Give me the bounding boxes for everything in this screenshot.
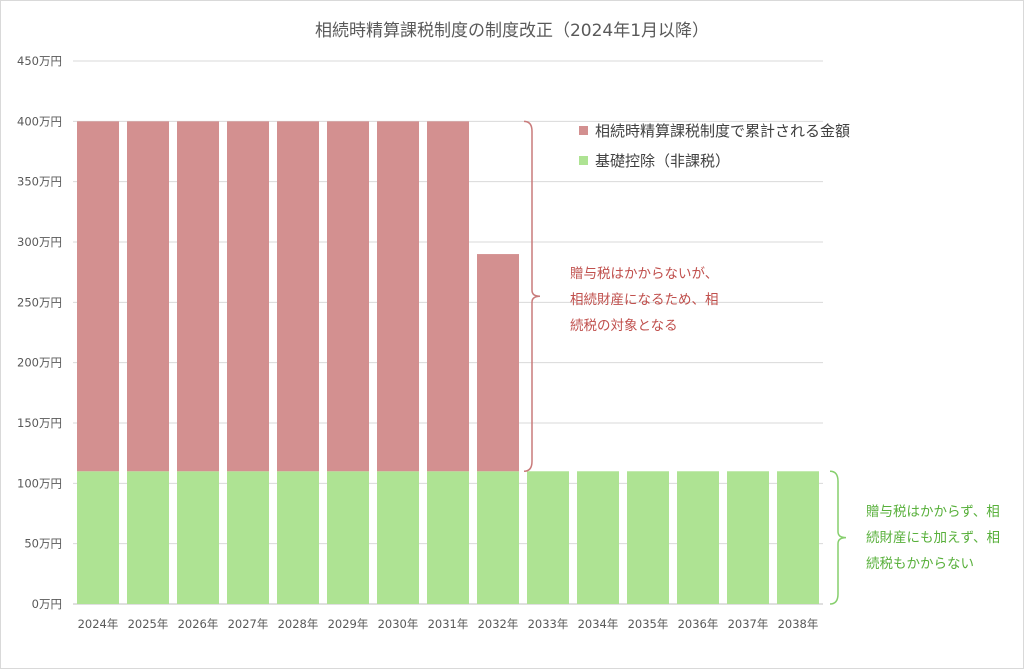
x-tick-label: 2032年 xyxy=(478,617,519,631)
x-tick-label: 2027年 xyxy=(228,617,269,631)
legend-swatch xyxy=(579,156,588,165)
y-tick-label: 450万円 xyxy=(17,54,62,68)
y-tick-label: 300万円 xyxy=(17,235,62,249)
bar-segment xyxy=(327,471,369,604)
bar-segment xyxy=(77,121,119,472)
y-tick-label: 350万円 xyxy=(17,175,62,189)
y-tick-label: 400万円 xyxy=(17,114,62,128)
x-tick-label: 2024年 xyxy=(78,617,119,631)
x-tick-label: 2034年 xyxy=(578,617,619,631)
x-tick-label: 2031年 xyxy=(428,617,469,631)
legend-swatch xyxy=(579,126,588,135)
bar-segment xyxy=(627,471,669,604)
bar-segment xyxy=(427,121,469,472)
bar-segment xyxy=(427,471,469,604)
bar-segment xyxy=(727,471,769,604)
bar-segment xyxy=(527,471,569,604)
y-tick-label: 200万円 xyxy=(17,356,62,370)
x-tick-label: 2033年 xyxy=(528,617,569,631)
x-tick-label: 2036年 xyxy=(678,617,719,631)
y-tick-label: 50万円 xyxy=(24,537,62,551)
bar-segment xyxy=(177,121,219,472)
x-tick-label: 2026年 xyxy=(178,617,219,631)
legend-label: 相続時精算課税制度で累計される金額 xyxy=(595,122,850,140)
y-tick-label: 250万円 xyxy=(17,295,62,309)
annotation-lower-line: 贈与税はかからず、相 xyxy=(866,504,1000,520)
brace-upper xyxy=(523,120,541,473)
bar-segment xyxy=(177,471,219,604)
y-tick-label: 150万円 xyxy=(17,416,62,430)
bar-segment xyxy=(477,471,519,604)
bar-segment xyxy=(477,254,519,472)
bar-segment xyxy=(127,121,169,472)
annotation-upper-line: 続税の対象となる xyxy=(570,318,678,334)
annotation-lower-line: 続税もかからない xyxy=(866,556,974,572)
bar-segment xyxy=(677,471,719,604)
x-tick-label: 2029年 xyxy=(328,617,369,631)
bar-segment xyxy=(127,471,169,604)
bar-segment xyxy=(327,121,369,472)
bar-segment xyxy=(377,121,419,472)
bar-segment xyxy=(227,471,269,604)
legend-label: 基礎控除（非課税） xyxy=(595,152,730,170)
x-tick-label: 2025年 xyxy=(128,617,169,631)
x-tick-label: 2038年 xyxy=(778,617,819,631)
x-tick-label: 2035年 xyxy=(628,617,669,631)
annotation-upper-line: 相続財産になるため、相 xyxy=(570,292,719,308)
bar-segment xyxy=(277,471,319,604)
y-tick-label: 100万円 xyxy=(17,476,62,490)
x-tick-label: 2037年 xyxy=(728,617,769,631)
chart-title: 相続時精算課税制度の制度改正（2024年1月以降） xyxy=(314,21,710,41)
brace-lower xyxy=(829,470,847,605)
annotation-lower-line: 続財産にも加えず、相 xyxy=(866,530,1000,546)
bar-segment xyxy=(277,121,319,472)
bar-segment xyxy=(77,471,119,604)
bar-segment xyxy=(227,121,269,472)
bar-segment xyxy=(377,471,419,604)
y-tick-label: 0万円 xyxy=(32,597,62,611)
bar-segment xyxy=(577,471,619,604)
bar-segment xyxy=(777,471,819,604)
x-tick-label: 2028年 xyxy=(278,617,319,631)
x-tick-label: 2030年 xyxy=(378,617,419,631)
annotation-upper-line: 贈与税はかからないが、 xyxy=(570,266,718,282)
